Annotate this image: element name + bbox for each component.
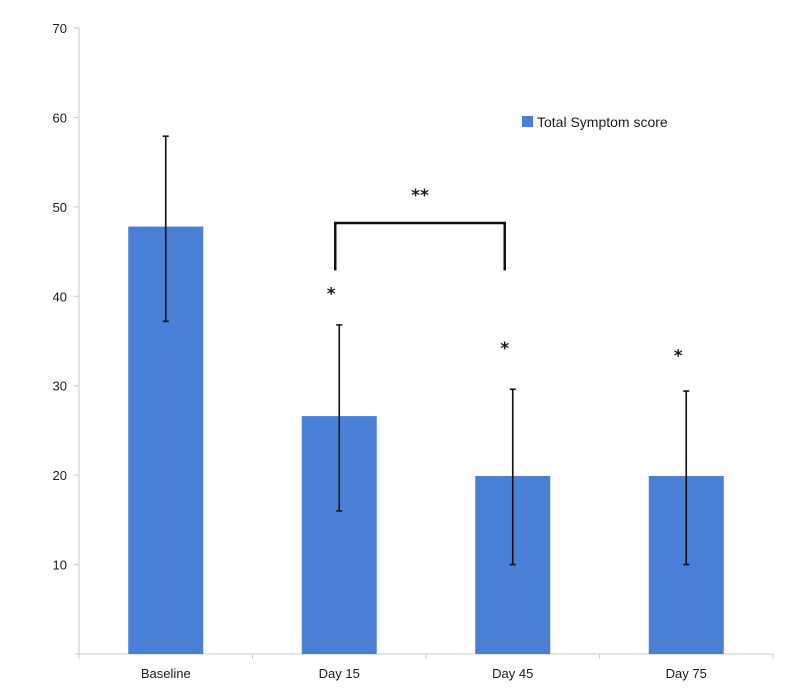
- x-tick-label: Day 15: [319, 666, 360, 681]
- bracket-label: **: [411, 186, 429, 206]
- legend-label: Total Symptom score: [537, 114, 668, 130]
- y-tick-label: 10: [53, 558, 67, 573]
- significance-marker: *: [500, 339, 509, 359]
- y-tick-label: 50: [53, 200, 67, 215]
- chart-annotations: ** ***: [327, 186, 683, 366]
- legend-swatch: [522, 116, 533, 127]
- y-tick-label: 70: [53, 21, 67, 36]
- chart-axes: 10 20 30 40 50 60 70 Baseline Day 15 Day 45 Day 75: [53, 21, 774, 681]
- x-tick-label: Day 75: [666, 666, 707, 681]
- y-tick-label: 30: [53, 379, 67, 394]
- significance-marker: *: [674, 346, 683, 366]
- y-tick-label: 40: [53, 289, 67, 304]
- y-tick-label: 60: [53, 110, 67, 125]
- x-tick-label: Baseline: [141, 666, 191, 681]
- chart-bars: [128, 226, 724, 654]
- chart-error-bars: [162, 135, 690, 566]
- significance-bracket: [334, 221, 506, 271]
- x-tick-label: Day 45: [492, 666, 533, 681]
- chart-legend: Total Symptom score: [522, 114, 668, 130]
- significance-marker: *: [327, 285, 336, 305]
- y-tick-label: 20: [53, 468, 67, 483]
